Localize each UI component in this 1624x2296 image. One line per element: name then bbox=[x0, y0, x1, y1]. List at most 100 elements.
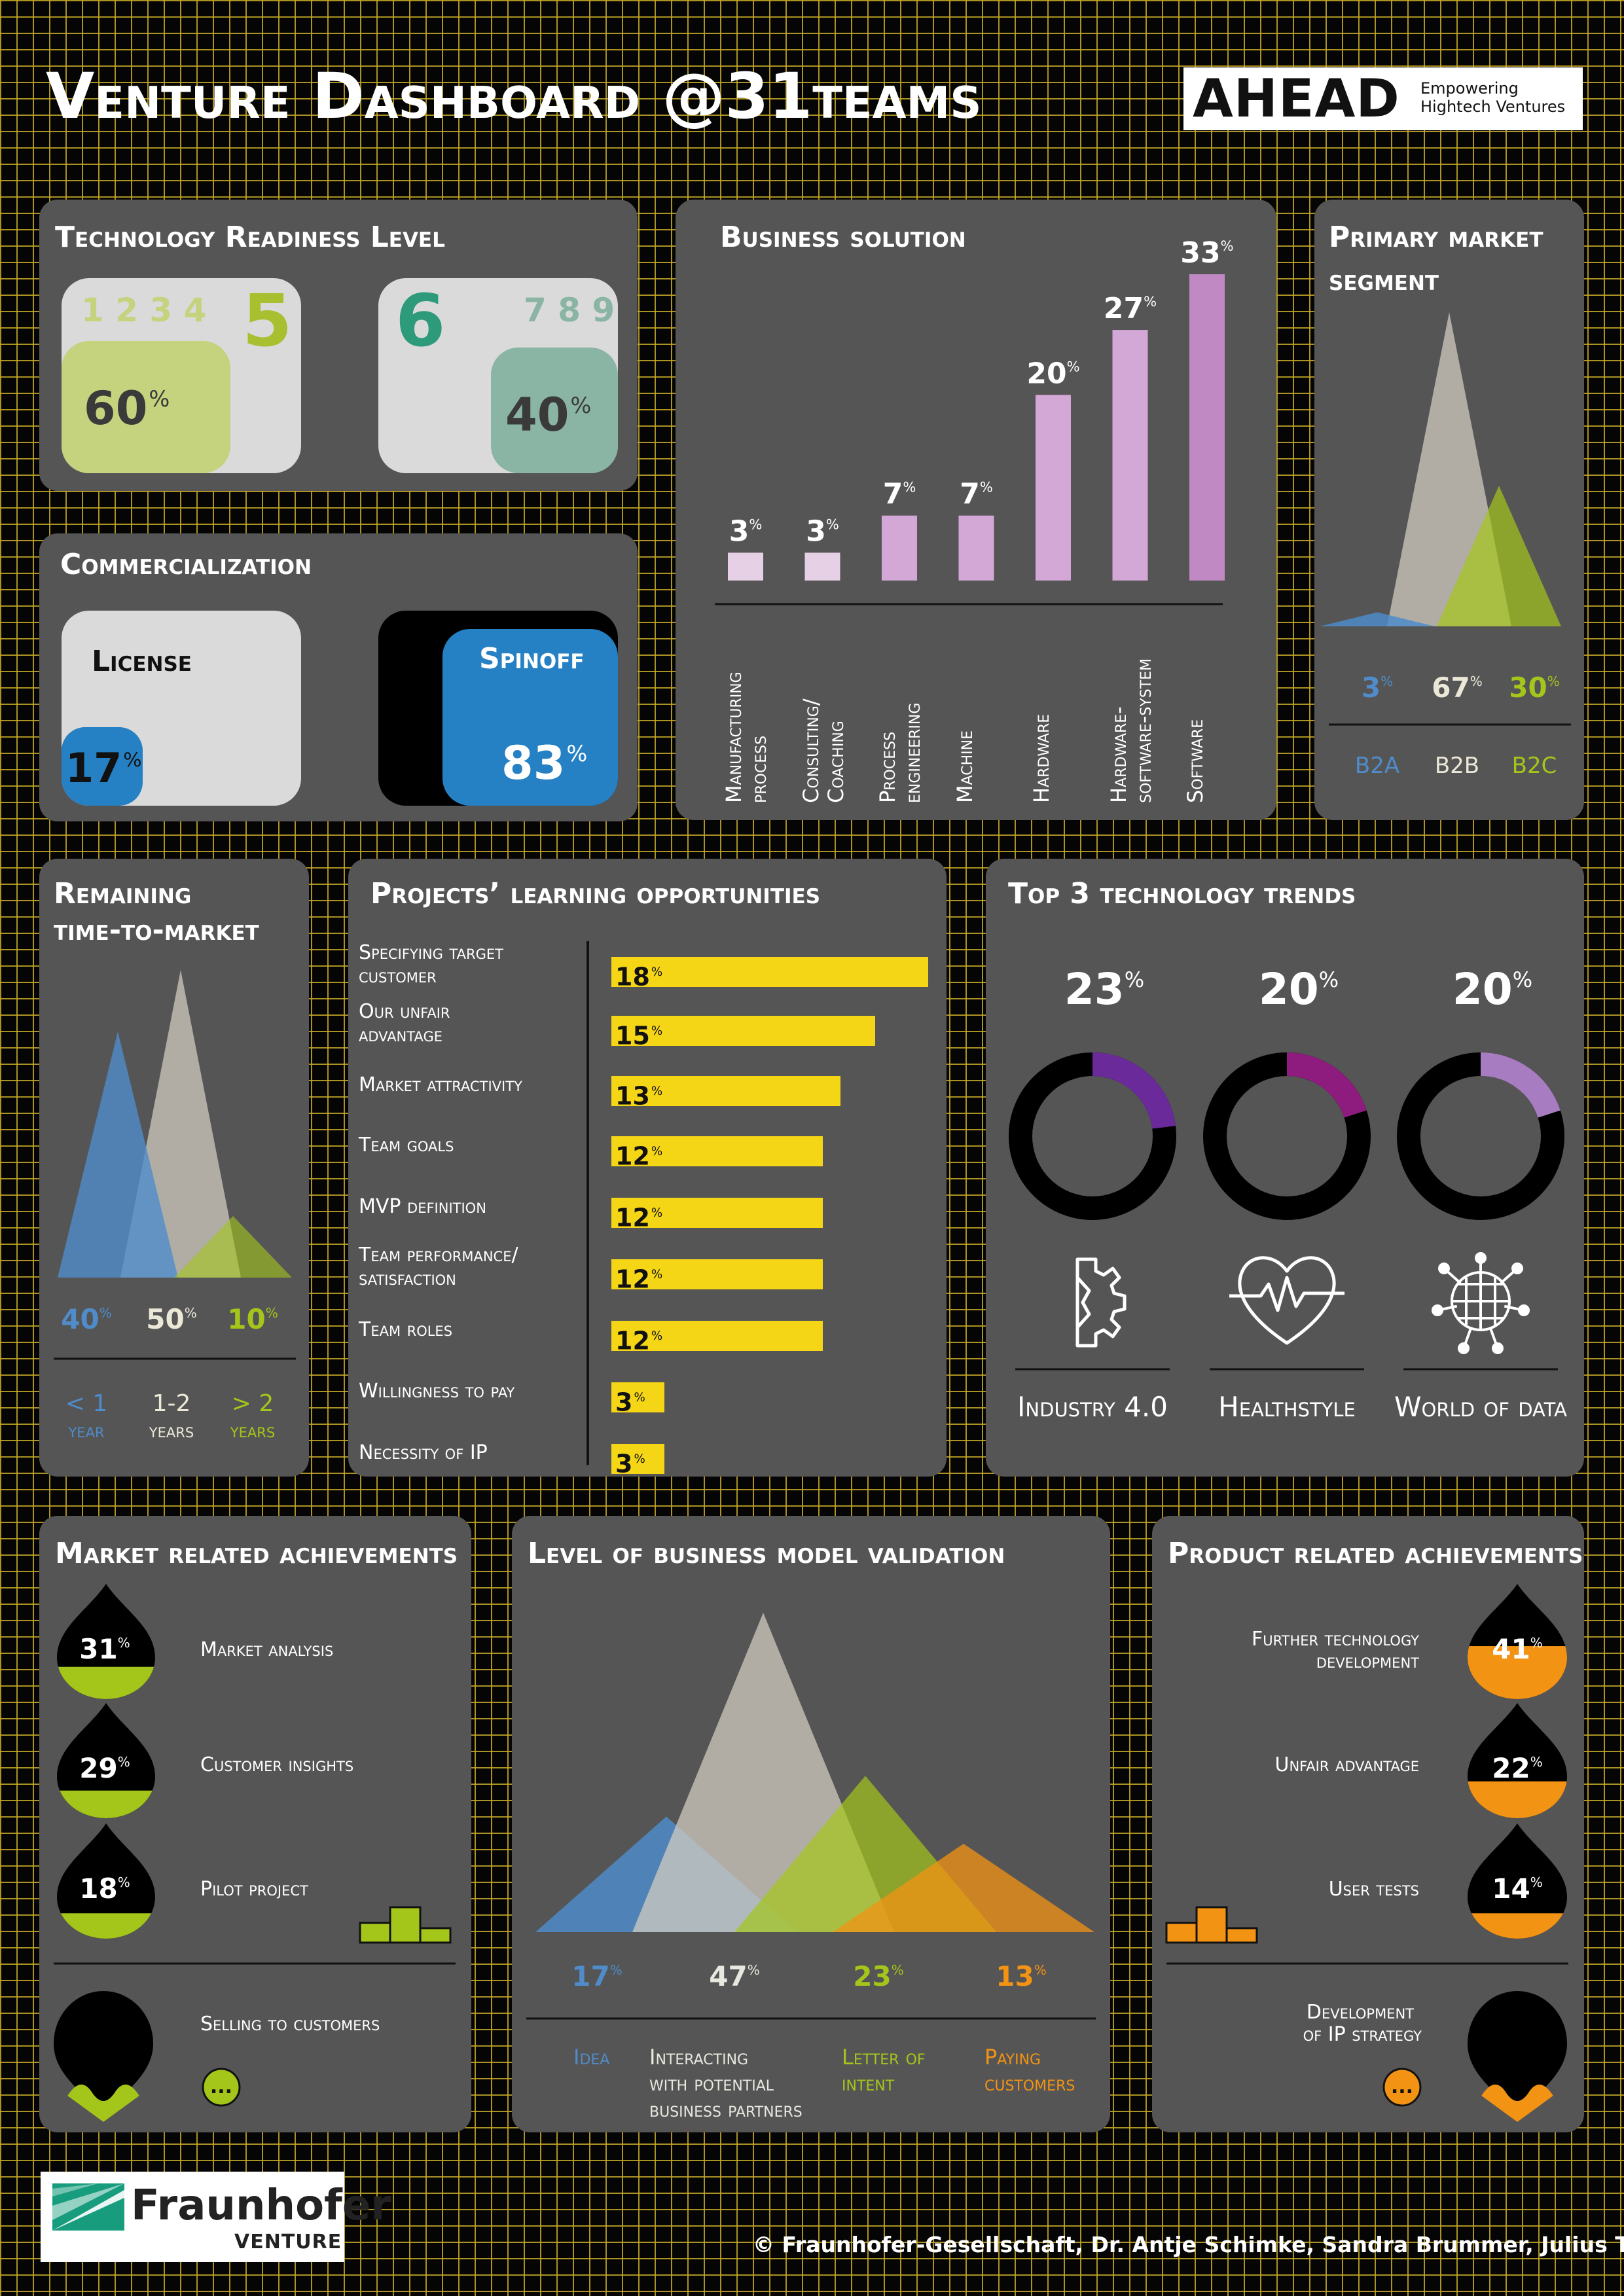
product-achievement-label: Unfair advantage bbox=[1274, 1753, 1419, 1776]
learning-label: Team performance/satisfaction bbox=[359, 1244, 518, 1290]
learning-pct: 13% bbox=[615, 1081, 663, 1111]
business-solution-value: 3% bbox=[729, 514, 763, 548]
ttm-label-1: > 2 bbox=[232, 1390, 274, 1417]
market-segment-peak-b2a bbox=[1320, 612, 1435, 626]
title-main: Venture Dashboard bbox=[46, 60, 641, 133]
learning-bar: 12% bbox=[611, 1321, 823, 1355]
learning-label: Market attractivity bbox=[359, 1073, 522, 1096]
business-solution-title: Business solution bbox=[720, 221, 966, 254]
market-achievements-title: Market related achievements bbox=[55, 1537, 458, 1570]
bm-validation-label: Paying bbox=[984, 2045, 1041, 2070]
bm-validation-panel: Level of business model validation 17% 47… bbox=[512, 1516, 1110, 2132]
trl-low-fill: 60% bbox=[62, 341, 230, 473]
bm-validation-label: Idea bbox=[573, 2045, 609, 2070]
ahead-logo: AHEAD Empowering Hightech Ventures bbox=[1183, 67, 1583, 130]
trl-title: Technology Readiness Level bbox=[55, 221, 445, 254]
droplet-shape bbox=[57, 1823, 155, 1939]
learning-label: MVP definition bbox=[359, 1195, 486, 1218]
business-solution-category-label: Software bbox=[1183, 719, 1208, 803]
ahead-tagline-1: Empowering bbox=[1420, 79, 1519, 98]
learning-bar: 12% bbox=[611, 1198, 823, 1232]
business-solution-value: 20% bbox=[1026, 357, 1079, 390]
time-to-market-chart: 40% < 1 year 50% 1-2 years 10% > 2 years bbox=[54, 970, 296, 1443]
license-pct: 17% bbox=[65, 744, 142, 792]
trends-panel: Top 3 technology trends 23% Industry 4.0 2… bbox=[986, 859, 1584, 1477]
market-achievements-panel: Market related achievements 31% Market an… bbox=[39, 1516, 471, 2132]
bm-validation-label: with potential bbox=[649, 2071, 774, 2096]
product-achievement-label: User tests bbox=[1329, 1878, 1419, 1901]
learning-label: Specifying target customer bbox=[359, 941, 503, 988]
more-icon bbox=[202, 2068, 241, 2107]
bm-validation-label: customers bbox=[984, 2071, 1075, 2096]
market-segment-label: B2C bbox=[1512, 753, 1557, 779]
business-solution-panel: Business solution 3% 3% 7% 7% 20% 27% 33% Manu… bbox=[676, 200, 1276, 820]
trl-low-highlight: 5 bbox=[242, 279, 293, 363]
business-solution-value: 33% bbox=[1180, 236, 1233, 270]
bm-validation-title: Level of business model validation bbox=[528, 1537, 1005, 1570]
learning-pct: 12% bbox=[615, 1265, 663, 1294]
trl-high-pct: 40% bbox=[505, 388, 592, 442]
bm-validation-label: Letter of bbox=[842, 2045, 926, 2070]
market-segment-pct: 3% bbox=[1362, 672, 1393, 704]
ip-strategy-droplet bbox=[1468, 1991, 1567, 2122]
trl-low-pct: 60% bbox=[84, 382, 170, 435]
market-segment-pct: 30% bbox=[1509, 672, 1559, 704]
market-segment-pct: 67% bbox=[1432, 672, 1482, 704]
learning-pct: 3% bbox=[615, 1388, 645, 1417]
primary-market-panel: Primary market segment 3% B2A 67% B2B 30% B2C bbox=[1314, 200, 1584, 820]
droplet-shape bbox=[57, 1703, 155, 1818]
page-title: Venture Dashboard @31teams bbox=[46, 60, 981, 132]
learning-bar: 18% bbox=[611, 957, 928, 992]
product-achievement-label: Development bbox=[1307, 2001, 1414, 2024]
commercialization-panel: Commercialization License 17% Spinoff 83… bbox=[39, 533, 638, 821]
learning-bar: 13% bbox=[611, 1076, 840, 1111]
business-solution-value: 27% bbox=[1104, 292, 1157, 325]
primary-market-title-1: Primary market bbox=[1329, 221, 1543, 254]
globe-network-icon bbox=[1432, 1252, 1530, 1354]
business-solution-category-label: Process engineering bbox=[875, 702, 925, 803]
spinoff-fill: Spinoff 83% bbox=[442, 629, 618, 806]
fraunhofer-name: Fraunhofer bbox=[131, 2181, 391, 2230]
product-achievements-panel: Product related achievements 41% Further … bbox=[1152, 1516, 1584, 2132]
business-solution-chart: 3% 3% 7% 7% 20% 27% 33% bbox=[715, 236, 1234, 605]
bm-validation-label: Interacting bbox=[649, 2045, 748, 2070]
ttm-pct: 40% bbox=[61, 1303, 111, 1335]
business-solution-value: 3% bbox=[806, 514, 839, 548]
bm-validation-label: business partners bbox=[649, 2097, 803, 2122]
trend-donut-segment bbox=[1203, 1052, 1371, 1220]
market-segment-peak-b2c bbox=[1437, 486, 1561, 626]
ttm-label-1: < 1 bbox=[65, 1390, 108, 1417]
learning-bar: 15% bbox=[611, 1016, 876, 1050]
market-achievement-pct: 18% bbox=[79, 1873, 130, 1905]
trend-pct: 23% bbox=[1064, 964, 1144, 1014]
ahead-logo-text: AHEAD bbox=[1193, 68, 1400, 129]
market-segment-label: B2B bbox=[1435, 753, 1479, 779]
ttm-label-1: 1-2 bbox=[153, 1390, 191, 1417]
fraunhofer-logo: Fraunhofer VENTURE bbox=[41, 2172, 391, 2262]
market-achievement-pct: 29% bbox=[79, 1752, 130, 1784]
business-solution-category-label: Consulting/Coaching bbox=[798, 698, 848, 803]
learning-label: Team goals bbox=[359, 1134, 454, 1157]
gear-icon bbox=[1075, 1257, 1127, 1348]
spinoff-label: Spinoff bbox=[479, 642, 585, 675]
ttm-pct: 50% bbox=[146, 1303, 196, 1335]
license-card: License 17% bbox=[62, 611, 301, 806]
bm-validation-label: intent bbox=[842, 2071, 895, 2096]
trl-high-fill: 40% bbox=[491, 348, 618, 473]
trends-chart: 23% Industry 4.0 20% Healthstyle 20% World of… bbox=[1009, 964, 1567, 1423]
more-icon bbox=[1382, 2068, 1422, 2107]
trend-label: Healthstyle bbox=[1218, 1391, 1356, 1423]
spinoff-card: Spinoff 83% bbox=[378, 611, 618, 806]
business-solution-bar bbox=[958, 515, 994, 581]
trl-high-card: 6 7 8 9 40% bbox=[378, 278, 618, 473]
market-achievement-label: Market analysis bbox=[200, 1638, 333, 1661]
ttm-label-2: years bbox=[149, 1420, 194, 1443]
learning-bar: 3% bbox=[611, 1382, 664, 1417]
license-label: License bbox=[92, 645, 192, 678]
time-to-market-panel: Remaining time-to-market 40% < 1 year 50% 1-… bbox=[39, 859, 309, 1477]
business-solution-category-label: Machine bbox=[952, 730, 977, 803]
bm-validation-peak bbox=[833, 1844, 1094, 1932]
more-icon-dots: ... bbox=[1391, 2075, 1413, 2098]
